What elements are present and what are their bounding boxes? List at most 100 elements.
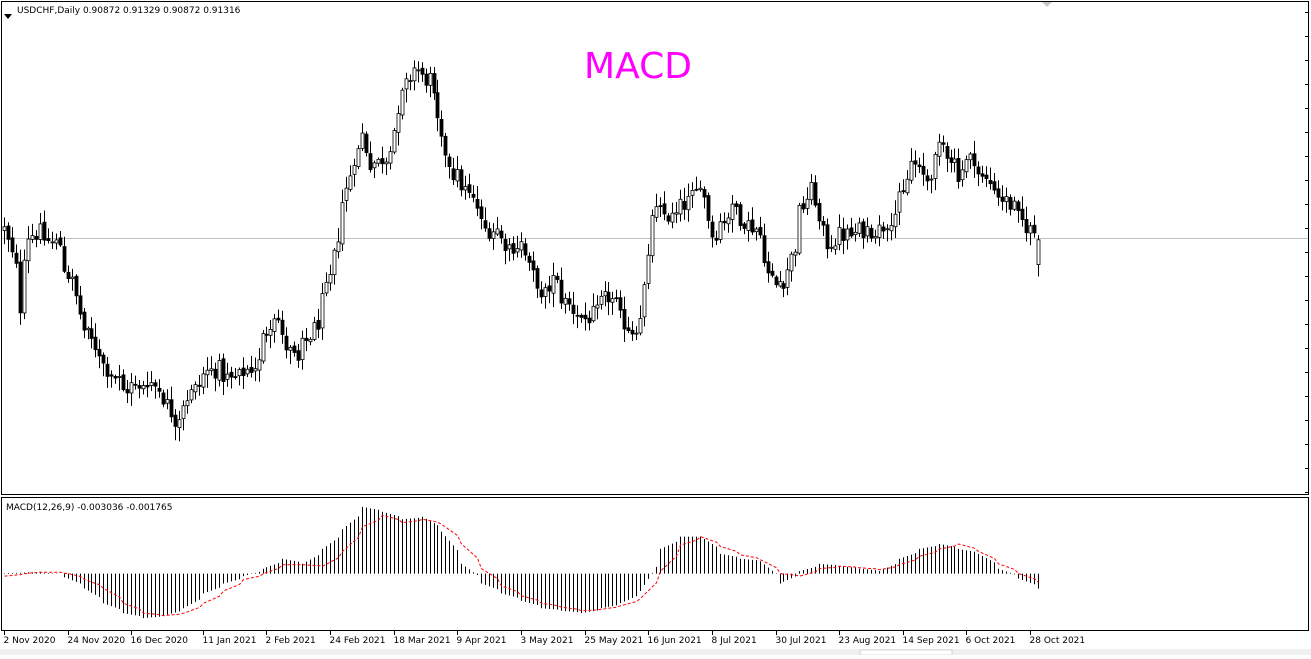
candle-body-bear (101, 354, 106, 364)
candle (587, 310, 592, 331)
candle (988, 167, 993, 190)
candle (392, 127, 397, 155)
candle (766, 251, 771, 283)
time-axis-label: 16 Dec 2020 (131, 636, 189, 646)
candle (917, 157, 922, 174)
candle-body-bear (523, 243, 528, 256)
candle-body-bear (881, 226, 886, 232)
candle (881, 221, 886, 239)
candle (889, 212, 894, 241)
candle-body-bear (531, 260, 536, 271)
chart-menu-dropdown-icon[interactable] (4, 5, 12, 24)
candle (344, 176, 349, 212)
candle (702, 186, 707, 209)
candle (793, 249, 798, 267)
candle (82, 307, 87, 339)
candle-body-bull (690, 190, 695, 196)
candle (62, 236, 67, 274)
candle (201, 366, 206, 395)
candle-body-bear (451, 168, 456, 181)
candle-body-bear (78, 295, 83, 315)
candle-body-bear (66, 271, 71, 279)
candle-body-bull (54, 239, 59, 244)
symbol-info-label: USDCHF,Daily 0.90872 0.91329 0.90872 0.9… (17, 6, 241, 16)
candle (670, 202, 675, 229)
candle-body-bull (205, 369, 210, 376)
candle (956, 148, 961, 189)
candle-body-bear (801, 203, 806, 210)
candle-body-bull (324, 281, 329, 294)
candle-body-bull (610, 298, 615, 303)
candle (809, 173, 814, 205)
candle (821, 216, 826, 237)
candle (952, 148, 957, 173)
candle-body-bear (479, 206, 484, 219)
candle (909, 148, 914, 184)
candle (543, 283, 548, 309)
candle-body-bull (543, 287, 548, 297)
candle-body-bear (18, 261, 23, 314)
candle (774, 275, 779, 288)
candle-body-bull (678, 198, 683, 215)
candle-body-bull (332, 249, 337, 276)
candle (726, 212, 731, 233)
candle (738, 202, 743, 231)
candle (74, 274, 79, 305)
candle (149, 371, 154, 392)
candle (113, 374, 118, 384)
candle (654, 193, 659, 222)
candle (515, 235, 520, 258)
chart-tab[interactable] (859, 649, 953, 656)
candle (813, 175, 818, 208)
candle-body-bear (980, 173, 985, 177)
candle-body-bull (650, 215, 655, 257)
candle-body-bear (658, 205, 663, 208)
candle-body-bull (141, 385, 146, 390)
candle (479, 199, 484, 230)
candle (599, 290, 604, 310)
candle (245, 365, 250, 378)
candle (841, 217, 846, 254)
candle-body-bear (475, 199, 480, 209)
candle-body-bull (805, 198, 810, 209)
candle (332, 248, 337, 285)
candle (93, 323, 98, 358)
time-axis-label: 18 Mar 2021 (394, 636, 451, 646)
candle (109, 370, 114, 388)
candle (352, 158, 357, 187)
candle-body-bull (905, 178, 910, 194)
candle (877, 215, 882, 247)
candle-body-bull (519, 241, 524, 251)
candle (833, 238, 838, 255)
candle (432, 67, 437, 100)
candle-body-bull (376, 158, 381, 164)
candle-body-bull (634, 332, 639, 335)
candle (527, 252, 532, 272)
candle (579, 313, 584, 323)
candle (575, 305, 580, 329)
candle (837, 214, 842, 251)
candle (801, 196, 806, 214)
candle-body-bear (984, 174, 989, 179)
candle-body-bear (901, 190, 906, 193)
candle (435, 79, 440, 132)
candle (650, 209, 655, 263)
price-pane-frame (1, 1, 1309, 495)
candle-body-bull (929, 178, 934, 181)
candle-body-bear (157, 387, 162, 392)
candle-body-bear (738, 204, 743, 226)
candle-body-bear (913, 160, 918, 165)
candle-body-bear (467, 184, 472, 193)
chart-shift-marker[interactable] (1042, 2, 1052, 7)
macd-histogram (4, 506, 1039, 619)
candle (781, 280, 786, 298)
candle (603, 281, 608, 307)
candle-body-bear (575, 314, 580, 317)
candle (606, 281, 611, 316)
candle (117, 365, 122, 391)
candle (185, 390, 190, 414)
candle-body-bull (288, 346, 293, 351)
candle (412, 60, 417, 91)
candle-body-bear (996, 188, 1001, 198)
candle-body-bull (38, 223, 43, 240)
